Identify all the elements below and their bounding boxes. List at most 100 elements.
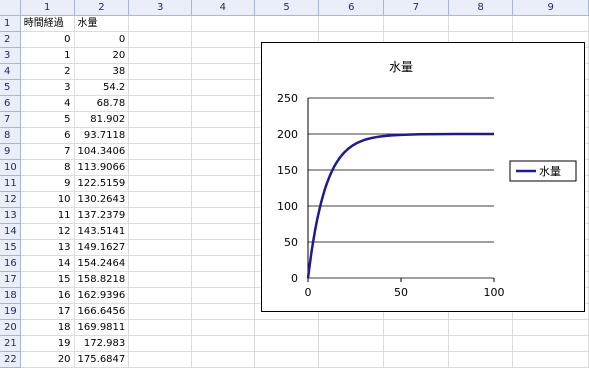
cell[interactable] (191, 335, 255, 352)
cell[interactable]: 38 (74, 63, 130, 80)
cell[interactable]: 水量 (74, 15, 130, 32)
cell[interactable] (512, 319, 589, 336)
cell[interactable] (254, 319, 320, 336)
cell[interactable]: 18 (20, 319, 75, 336)
cell[interactable]: 13 (20, 239, 75, 256)
cell[interactable] (512, 335, 589, 352)
cell[interactable]: 162.9396 (74, 287, 130, 304)
cell[interactable]: 0 (74, 31, 130, 48)
cell[interactable] (318, 319, 385, 336)
row-header[interactable]: 19 (0, 303, 21, 320)
cell[interactable] (383, 351, 449, 368)
cell[interactable]: 14 (20, 255, 75, 272)
cell[interactable]: 5 (20, 111, 75, 128)
cell[interactable]: 20 (20, 351, 75, 368)
cell[interactable] (448, 335, 514, 352)
row-header[interactable]: 7 (0, 111, 21, 128)
cell[interactable] (383, 319, 449, 336)
row-header[interactable]: 21 (0, 335, 21, 352)
cell[interactable] (318, 335, 385, 352)
row-header[interactable]: 22 (0, 351, 21, 368)
cell[interactable] (191, 207, 255, 224)
cell[interactable]: 12 (20, 223, 75, 240)
cell[interactable] (128, 111, 192, 128)
row-header[interactable]: 18 (0, 287, 21, 304)
row-header[interactable]: 6 (0, 95, 21, 112)
column-header[interactable]: 2 (74, 0, 130, 16)
row-header[interactable]: 20 (0, 319, 21, 336)
cell[interactable] (191, 351, 255, 368)
cell[interactable] (128, 79, 192, 96)
column-header[interactable]: 6 (318, 0, 385, 16)
cell[interactable] (191, 223, 255, 240)
cell[interactable]: 172.983 (74, 335, 130, 352)
cell[interactable] (191, 175, 255, 192)
cell[interactable]: 158.8218 (74, 271, 130, 288)
column-header[interactable]: 5 (254, 0, 320, 16)
cell[interactable] (191, 271, 255, 288)
row-header[interactable]: 11 (0, 175, 21, 192)
row-header[interactable]: 12 (0, 191, 21, 208)
column-header[interactable]: 8 (448, 0, 514, 16)
cell[interactable] (448, 351, 514, 368)
cell[interactable] (128, 15, 192, 32)
row-header[interactable]: 8 (0, 127, 21, 144)
cell[interactable] (191, 95, 255, 112)
cell[interactable] (191, 191, 255, 208)
cell[interactable] (191, 287, 255, 304)
cell[interactable]: 15 (20, 271, 75, 288)
row-header[interactable]: 2 (0, 31, 21, 48)
cell[interactable] (383, 15, 449, 32)
row-header[interactable]: 9 (0, 143, 21, 160)
row-header[interactable]: 1 (0, 15, 21, 32)
cell[interactable]: 143.5141 (74, 223, 130, 240)
cell[interactable]: 17 (20, 303, 75, 320)
cell[interactable] (191, 159, 255, 176)
cell[interactable] (128, 207, 192, 224)
row-header[interactable]: 5 (0, 79, 21, 96)
cell[interactable]: 130.2643 (74, 191, 130, 208)
row-header[interactable]: 10 (0, 159, 21, 176)
cell[interactable] (128, 47, 192, 64)
cell[interactable] (128, 95, 192, 112)
column-header[interactable]: 4 (191, 0, 255, 16)
cell[interactable] (128, 239, 192, 256)
column-header[interactable]: 3 (128, 0, 192, 16)
cell[interactable]: 137.2379 (74, 207, 130, 224)
cell[interactable]: 93.7118 (74, 127, 130, 144)
cell[interactable]: 81.902 (74, 111, 130, 128)
cell[interactable] (191, 303, 255, 320)
cell[interactable] (191, 255, 255, 272)
cell[interactable]: 7 (20, 143, 75, 160)
cell[interactable] (128, 255, 192, 272)
cell[interactable] (191, 79, 255, 96)
cell[interactable] (128, 303, 192, 320)
cell[interactable]: 0 (20, 31, 75, 48)
column-header[interactable]: 1 (20, 0, 75, 16)
cell[interactable] (254, 335, 320, 352)
cell[interactable] (191, 143, 255, 160)
cell[interactable]: 16 (20, 287, 75, 304)
cell[interactable] (254, 15, 320, 32)
cell[interactable] (128, 127, 192, 144)
cell[interactable] (128, 159, 192, 176)
cell[interactable] (191, 111, 255, 128)
cell[interactable] (128, 63, 192, 80)
cell[interactable]: 8 (20, 159, 75, 176)
cell[interactable]: 4 (20, 95, 75, 112)
row-header[interactable]: 4 (0, 63, 21, 80)
cell[interactable]: 154.2464 (74, 255, 130, 272)
cell[interactable] (318, 15, 385, 32)
cell[interactable] (512, 351, 589, 368)
cell[interactable] (128, 223, 192, 240)
cell[interactable] (128, 175, 192, 192)
cell[interactable]: 113.9066 (74, 159, 130, 176)
cell[interactable] (128, 31, 192, 48)
cell[interactable]: 9 (20, 175, 75, 192)
cell[interactable] (191, 47, 255, 64)
cell[interactable]: 68.78 (74, 95, 130, 112)
cell[interactable] (254, 351, 320, 368)
cell[interactable] (128, 287, 192, 304)
cell[interactable] (128, 351, 192, 368)
cell[interactable] (128, 143, 192, 160)
